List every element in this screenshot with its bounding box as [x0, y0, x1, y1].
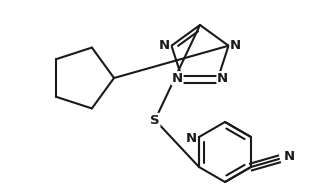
- Text: N: N: [159, 39, 170, 52]
- Text: S: S: [150, 113, 160, 126]
- Text: N: N: [284, 151, 294, 164]
- Text: N: N: [186, 133, 196, 146]
- Text: N: N: [217, 72, 228, 85]
- Text: N: N: [230, 39, 241, 52]
- Text: N: N: [172, 72, 183, 85]
